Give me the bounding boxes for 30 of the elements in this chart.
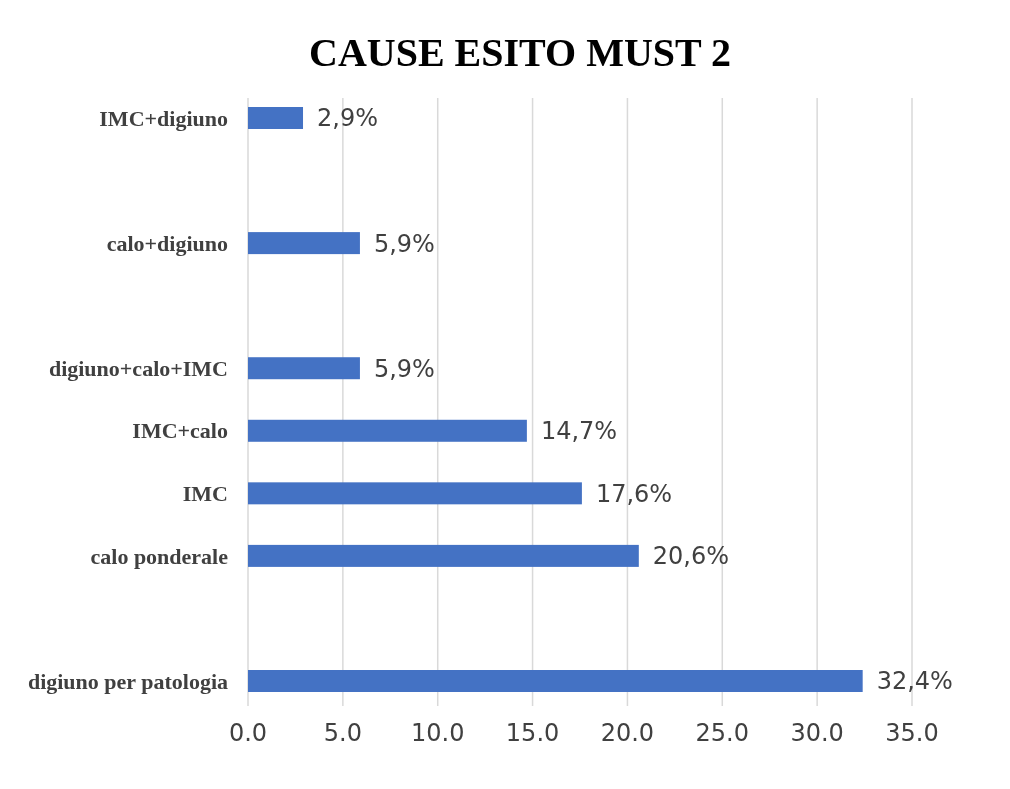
data-label: 5,9% xyxy=(373,229,435,258)
bar xyxy=(248,544,639,567)
x-tick-label: 15.0 xyxy=(505,719,560,747)
data-label: 20,6% xyxy=(652,542,730,571)
x-tick-label: 0.0 xyxy=(228,719,268,747)
chart-title: CAUSE ESITO MUST 2 xyxy=(309,30,731,75)
bar xyxy=(248,419,527,442)
bar xyxy=(248,670,863,692)
y-tick-label: digiuno per patologia xyxy=(27,668,228,694)
y-tick-label: IMC+digiuno xyxy=(99,105,228,131)
data-label: 5,9% xyxy=(373,354,435,383)
bar xyxy=(248,482,582,505)
y-tick-label: calo ponderale xyxy=(90,543,229,569)
data-label: 32,4% xyxy=(876,667,953,696)
data-label: 2,9% xyxy=(317,104,378,133)
x-tick-label: 35.0 xyxy=(885,719,939,747)
x-tick-label: 5.0 xyxy=(323,719,362,747)
x-tick-label: 10.0 xyxy=(411,719,465,747)
y-tick-label: calo+digiuno xyxy=(106,230,228,256)
x-tick-label: 20.0 xyxy=(600,719,655,747)
data-label: 17,6% xyxy=(595,479,673,508)
y-tick-label: digiuno+calo+IMC xyxy=(48,355,228,381)
data-label: 14,7% xyxy=(540,417,618,446)
bar xyxy=(248,232,360,255)
x-tick-label: 25.0 xyxy=(695,719,749,747)
y-tick-label: IMC+calo xyxy=(132,418,228,444)
bar xyxy=(248,357,360,380)
y-tick-label: IMC xyxy=(182,481,228,507)
x-tick-label: 30.0 xyxy=(790,719,844,747)
bar xyxy=(248,107,304,129)
